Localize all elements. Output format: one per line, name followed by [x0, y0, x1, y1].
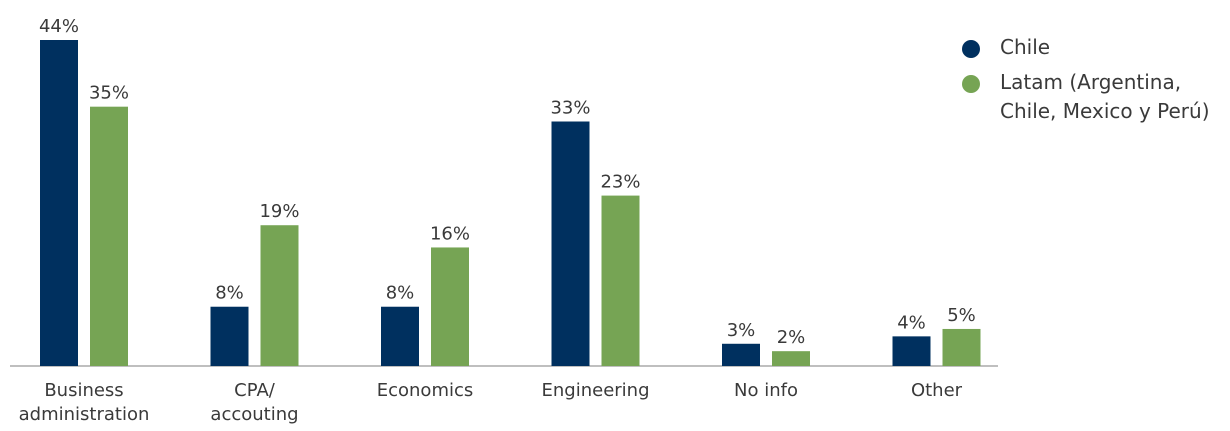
- bar-chile-other: [892, 336, 931, 366]
- bar-chile-cpa-accouting: [210, 306, 249, 366]
- value-labels-group: 44% 35% 8% 19% 8% 16% 33% 23% 3% 2% 4% 5%: [39, 16, 976, 348]
- legend-item-chile: Chile: [960, 33, 1230, 62]
- category-label-line: Business: [44, 380, 123, 401]
- value-label-latam-cpa-accouting: 19%: [259, 201, 299, 222]
- legend-label-latam-line-1: Latam (Argentina,: [1000, 70, 1182, 94]
- category-label-economics: Economics: [377, 380, 474, 401]
- category-label-line: No info: [734, 380, 798, 401]
- category-label-cpa-accouting: CPA/accouting: [210, 380, 298, 425]
- legend-label-latam-line-2: Chile, Mexico y Perú): [1000, 99, 1210, 123]
- bar-latam-engineering: [601, 195, 640, 366]
- value-label-latam-other: 5%: [947, 305, 976, 326]
- bar-latam-cpa-accouting: [260, 225, 299, 366]
- category-label-line: administration: [19, 404, 150, 425]
- category-label-other: Other: [911, 380, 963, 401]
- bar-chile-engineering: [551, 121, 590, 366]
- bar-latam-business-administration: [90, 106, 128, 366]
- legend-label-chile: Chile: [1000, 35, 1051, 59]
- bar-chile-no-info: [722, 343, 760, 366]
- category-labels-group: Business administration CPA/accouting Econo…: [19, 380, 963, 425]
- value-label-chile-engineering: 33%: [550, 98, 590, 119]
- category-label-line: Engineering: [542, 380, 650, 401]
- category-label-line: Other: [911, 380, 963, 401]
- value-label-chile-other: 4%: [897, 312, 926, 333]
- legend-item-latam: Latam (Argentina, Chile, Mexico y Perú): [960, 68, 1230, 126]
- value-label-chile-business-administration: 44%: [39, 16, 79, 37]
- value-label-latam-no-info: 2%: [777, 327, 806, 348]
- category-label-no-info: No info: [734, 380, 798, 401]
- category-label-business-administration: Business administration: [19, 380, 150, 425]
- value-label-latam-business-administration: 35%: [89, 83, 129, 104]
- value-label-chile-economics: 8%: [386, 283, 415, 304]
- bars-group: [40, 40, 981, 366]
- bar-latam-no-info: [772, 351, 810, 366]
- bar-chile-economics: [381, 306, 419, 366]
- value-label-latam-economics: 16%: [430, 223, 470, 244]
- value-label-chile-no-info: 3%: [727, 320, 756, 341]
- bar-chile-business-administration: [40, 40, 78, 366]
- legend-swatch-chile: [962, 40, 980, 58]
- value-label-chile-cpa-accouting: 8%: [215, 283, 244, 304]
- category-label-line: Economics: [377, 380, 474, 401]
- legend-swatch-latam: [962, 75, 980, 93]
- legend: Chile Latam (Argentina, Chile, Mexico y …: [960, 33, 1230, 132]
- value-label-latam-engineering: 23%: [600, 172, 640, 193]
- bar-latam-other: [942, 328, 981, 366]
- category-label-line: accouting: [210, 404, 298, 425]
- category-label-line: CPA/: [234, 380, 276, 401]
- bar-latam-economics: [431, 247, 469, 366]
- category-label-engineering: Engineering: [542, 380, 650, 401]
